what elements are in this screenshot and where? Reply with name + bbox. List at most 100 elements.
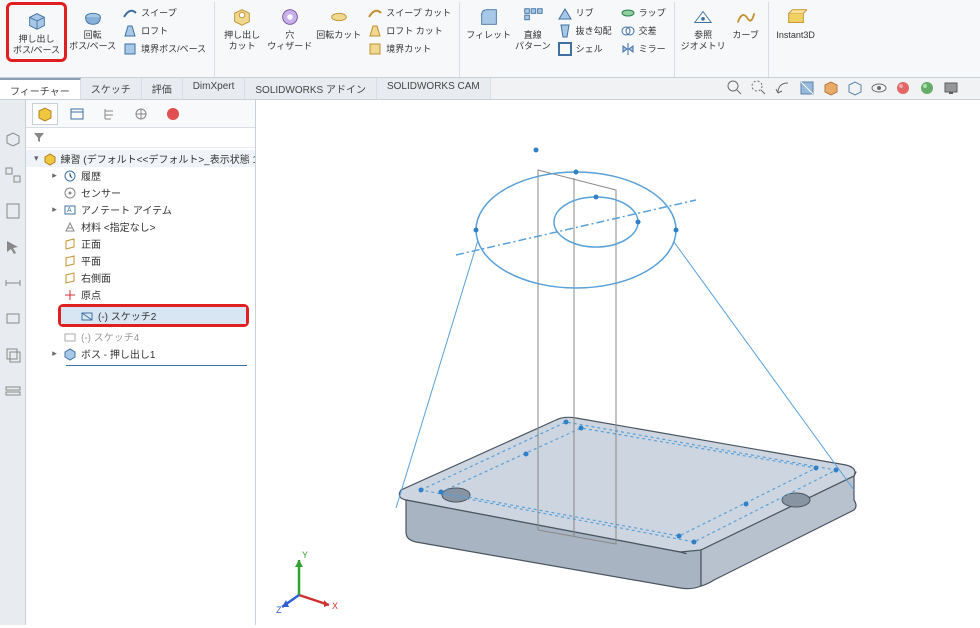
tree-history[interactable]: ▸履歴 xyxy=(26,167,255,184)
view-orient-icon[interactable] xyxy=(822,79,840,97)
section-view-icon[interactable] xyxy=(798,79,816,97)
rail-part-icon[interactable] xyxy=(4,130,22,148)
modify-sub-buttons: リブ 抜き勾配 シェル xyxy=(553,2,616,58)
fillet-icon xyxy=(475,4,503,30)
origin-icon xyxy=(63,288,77,302)
sweep-cut-button[interactable]: スイープ カット xyxy=(363,4,455,22)
tree-material[interactable]: 材料 <指定なし> xyxy=(26,218,255,235)
loft-button[interactable]: ロフト xyxy=(118,22,210,40)
plane-icon xyxy=(63,271,77,285)
tree-origin[interactable]: 原点 xyxy=(26,286,255,303)
rollback-bar[interactable] xyxy=(66,365,247,366)
feature-manager-panel: ▾練習 (デフォルト<<デフォルト>_表示状態 1> ▸履歴 センサー ▸Aアノ… xyxy=(26,100,256,625)
tab-addins[interactable]: SOLIDWORKS アドイン xyxy=(245,78,377,99)
svg-text:A: A xyxy=(67,207,72,214)
rail-drawing-icon[interactable] xyxy=(4,202,22,220)
boundary-button[interactable]: 境界ボス/ベース xyxy=(118,40,210,58)
hide-show-icon[interactable] xyxy=(870,79,888,97)
revolve-label2: ボス/ベース xyxy=(69,42,116,52)
scene-icon[interactable] xyxy=(918,79,936,97)
ribbon-toolbar: 押し出し ボス/ベース 回転 ボス/ベース スイープ ロフト 境界ボス/ベース xyxy=(0,0,980,78)
linear-pattern-button[interactable]: 直線パターン xyxy=(513,2,553,54)
tree-sketch2[interactable]: (-) スケッチ2 xyxy=(61,307,246,324)
tab-sketch[interactable]: スケッチ xyxy=(81,78,142,99)
boundary-cut-button[interactable]: 境界カット xyxy=(363,40,455,58)
triad-x-label: X xyxy=(332,601,338,611)
revolve-label1: 回転 xyxy=(84,31,102,41)
draft-icon xyxy=(557,23,573,39)
prev-view-icon[interactable] xyxy=(774,79,792,97)
modify-sub-buttons-2: ラップ 交差 ミラー xyxy=(616,2,670,58)
graphics-viewport[interactable]: X Y Z xyxy=(256,100,980,625)
tree-boss-extrude1[interactable]: ▸ボス - 押し出し1 xyxy=(26,345,255,362)
plane-icon xyxy=(63,237,77,251)
tree-sketch4[interactable]: (-) スケッチ4 xyxy=(26,328,255,345)
intersect-icon xyxy=(620,23,636,39)
rail-dim-icon[interactable] xyxy=(4,274,22,292)
ribbon-group-cut: 押し出し カット 穴 ウィザード 回転カット スイープ カット ロフト カット … xyxy=(215,2,460,77)
fillet-button[interactable]: フィレット xyxy=(464,2,513,43)
ribbon-group-reference: 参照ジオメトリ カーブ xyxy=(675,2,769,77)
rail-display-icon[interactable] xyxy=(4,310,22,328)
model-canvas xyxy=(256,100,980,625)
panel-tab-configmgr[interactable] xyxy=(96,103,122,125)
curves-button[interactable]: カーブ xyxy=(728,2,764,43)
render-display-icon[interactable] xyxy=(942,79,960,97)
filter-icon xyxy=(32,130,46,144)
panel-tab-display[interactable] xyxy=(160,103,186,125)
shell-button[interactable]: シェル xyxy=(553,40,616,58)
wrap-button[interactable]: ラップ xyxy=(616,4,670,22)
intersect-button[interactable]: 交差 xyxy=(616,22,670,40)
display-style-icon[interactable] xyxy=(846,79,864,97)
revolve-cut-icon xyxy=(325,4,353,30)
rail-stack2-icon[interactable] xyxy=(4,382,22,400)
hole-wizard-button[interactable]: 穴 ウィザード xyxy=(265,2,314,54)
panel-tab-featuremgr[interactable] xyxy=(32,103,58,125)
rail-assembly-icon[interactable] xyxy=(4,166,22,184)
part-icon xyxy=(43,152,57,166)
revolve-boss-button[interactable]: 回転 ボス/ベース xyxy=(67,2,118,54)
refgeom-icon xyxy=(689,4,717,30)
draft-button[interactable]: 抜き勾配 xyxy=(553,22,616,40)
rail-stack1-icon[interactable] xyxy=(4,346,22,364)
tab-dimxpert[interactable]: DimXpert xyxy=(183,78,246,99)
rail-select-icon[interactable] xyxy=(4,238,22,256)
panel-tabs xyxy=(26,100,255,128)
tree-filter[interactable] xyxy=(26,128,255,148)
panel-tab-propertymgr[interactable] xyxy=(64,103,90,125)
sweep-button[interactable]: スイープ xyxy=(118,4,210,22)
revolve-cut-button[interactable]: 回転カット xyxy=(314,2,363,43)
appearance-icon[interactable] xyxy=(894,79,912,97)
view-triad[interactable]: X Y Z xyxy=(274,545,344,615)
rib-button[interactable]: リブ xyxy=(553,4,616,22)
boundary-cut-icon xyxy=(367,41,383,57)
annotations-icon: A xyxy=(63,203,77,217)
instant3d-button[interactable]: Instant3D xyxy=(773,2,819,43)
zoom-fit-icon[interactable] xyxy=(726,79,744,97)
extrude-label2: ボス/ベース xyxy=(13,46,60,56)
mirror-button[interactable]: ミラー xyxy=(616,40,670,58)
boundary-icon xyxy=(122,41,138,57)
panel-tab-dimxpert[interactable] xyxy=(128,103,154,125)
tree-sensors[interactable]: センサー xyxy=(26,184,255,201)
zoom-area-icon[interactable] xyxy=(750,79,768,97)
tree-annotations[interactable]: ▸Aアノテート アイテム xyxy=(26,201,255,218)
ref-geom-button[interactable]: 参照ジオメトリ xyxy=(679,2,728,54)
tab-features[interactable]: フィーチャー xyxy=(0,78,81,99)
tree-front-plane[interactable]: 正面 xyxy=(26,235,255,252)
tree-root[interactable]: ▾練習 (デフォルト<<デフォルト>_表示状態 1> xyxy=(26,150,255,167)
triad-y-label: Y xyxy=(302,550,308,560)
triad-z-label: Z xyxy=(276,605,282,615)
ribbon-group-modify: フィレット 直線パターン リブ 抜き勾配 シェル ラップ 交差 ミラー xyxy=(460,2,674,77)
extrude-label1: 押し出し xyxy=(19,35,55,45)
extrude-cut-button[interactable]: 押し出し カット xyxy=(219,2,265,54)
sensors-icon xyxy=(63,186,77,200)
tree-top-plane[interactable]: 平面 xyxy=(26,252,255,269)
extrude-feature-icon xyxy=(63,347,77,361)
wrap-icon xyxy=(620,5,636,21)
tree-right-plane[interactable]: 右側面 xyxy=(26,269,255,286)
tab-cam[interactable]: SOLIDWORKS CAM xyxy=(377,78,491,99)
tab-evaluate[interactable]: 評価 xyxy=(142,78,183,99)
loft-cut-button[interactable]: ロフト カット xyxy=(363,22,455,40)
extrude-boss-button[interactable]: 押し出し ボス/ベース xyxy=(6,2,67,62)
